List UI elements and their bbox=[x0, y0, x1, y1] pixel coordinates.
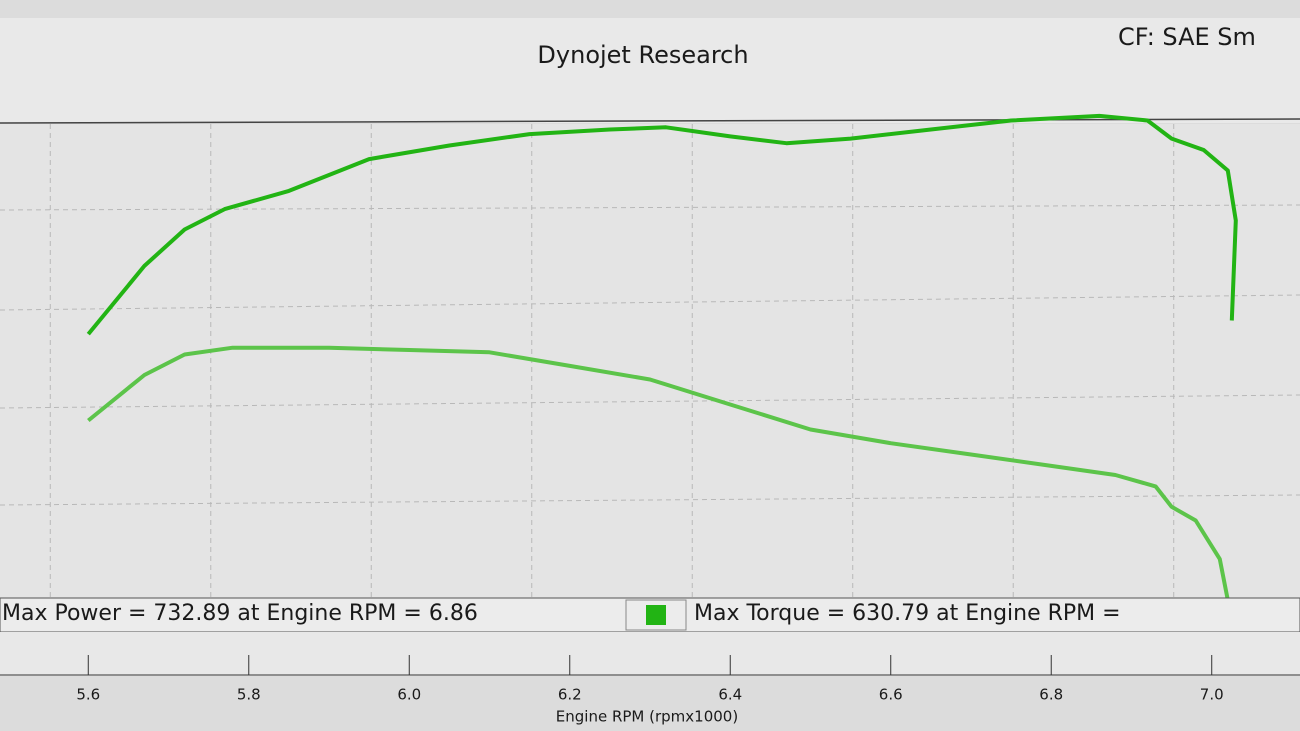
x-tick-label: 6.2 bbox=[558, 686, 582, 704]
header-panel bbox=[0, 18, 1300, 123]
x-tick-label: 5.8 bbox=[237, 686, 261, 704]
series-line bbox=[87, 345, 1230, 601]
x-tick-label: 6.8 bbox=[1039, 686, 1063, 704]
plot-area bbox=[0, 124, 1300, 598]
chart-title: Dynojet Research bbox=[537, 41, 748, 69]
grid-line bbox=[0, 294, 1300, 311]
legend-power: Max Power = 732.89 at Engine RPM = 6.86 bbox=[2, 601, 478, 626]
horizontal-grid bbox=[0, 204, 1300, 506]
x-axis-panel bbox=[0, 632, 1300, 676]
grid-line bbox=[0, 204, 1300, 211]
x-tick-label: 6.0 bbox=[397, 686, 421, 704]
x-tick-label: 6.4 bbox=[718, 686, 742, 704]
header-divider bbox=[0, 118, 1300, 124]
legend-torque: Max Torque = 630.79 at Engine RPM = bbox=[694, 601, 1121, 626]
x-tick-label: 6.6 bbox=[879, 686, 903, 704]
legend-swatch bbox=[646, 605, 666, 625]
series-line bbox=[86, 113, 1238, 336]
correction-factor: CF: SAE Sm bbox=[1118, 23, 1256, 51]
x-tick-label: 7.0 bbox=[1200, 686, 1224, 704]
grid-line bbox=[0, 494, 1300, 506]
x-axis-title: Engine RPM (rpmx1000) bbox=[556, 708, 738, 726]
grid-line bbox=[0, 394, 1300, 409]
lines-group bbox=[86, 113, 1238, 601]
legend-swatch-frame bbox=[625, 599, 687, 631]
x-tick-label: 5.6 bbox=[76, 686, 100, 704]
axis-group: 5.6 5.8 6.0 6.2 6.4 6.6 6.8 7.0 bbox=[76, 655, 1224, 704]
